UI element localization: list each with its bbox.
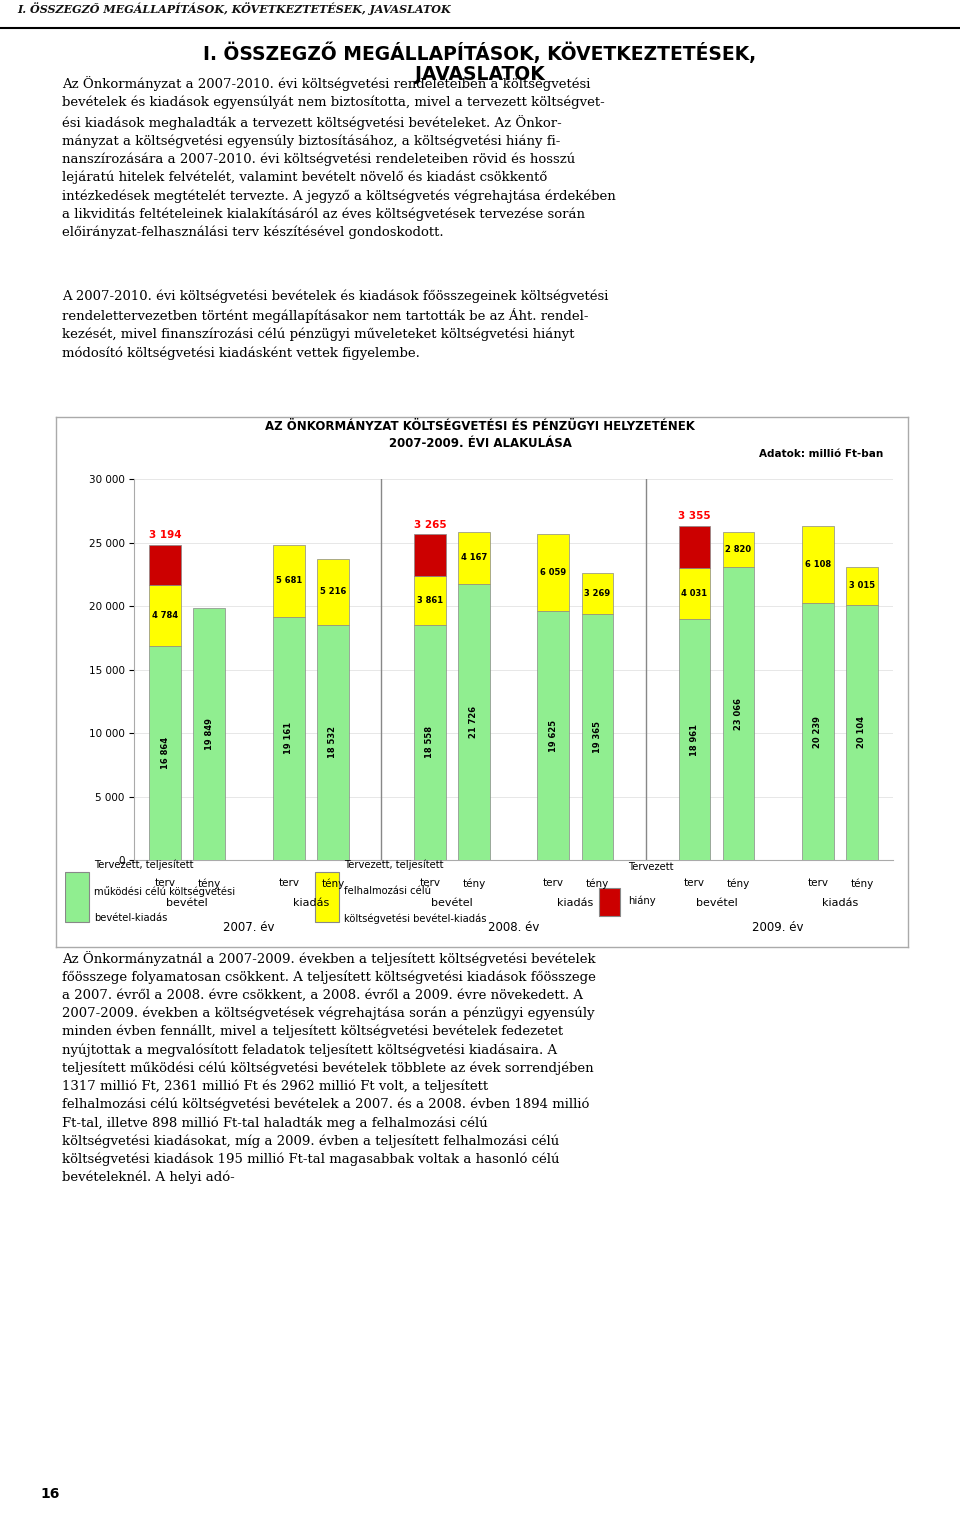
Bar	[679, 568, 710, 619]
Text: 18 532: 18 532	[328, 726, 337, 758]
Text: 2008. év: 2008. év	[488, 921, 540, 935]
Bar	[315, 872, 339, 922]
Bar	[846, 604, 877, 860]
Text: Az Önkormányzat a 2007-2010. évi költségvetési rendeleteiben a költségvetési
bev: Az Önkormányzat a 2007-2010. évi költség…	[62, 76, 616, 239]
Text: terv: terv	[542, 878, 564, 889]
Text: 19 161: 19 161	[284, 723, 293, 755]
Text: 18 961: 18 961	[690, 723, 699, 756]
Text: terv: terv	[155, 878, 176, 889]
Text: 2009. év: 2009. év	[753, 921, 804, 935]
Text: terv: terv	[807, 878, 828, 889]
Text: 18 558: 18 558	[425, 726, 434, 758]
Bar	[194, 609, 226, 860]
Text: 19 849: 19 849	[204, 718, 214, 750]
Bar	[582, 615, 613, 860]
Text: 5 216: 5 216	[320, 587, 346, 597]
Text: 4 031: 4 031	[682, 589, 708, 598]
Text: 3 269: 3 269	[585, 589, 611, 598]
Text: működési célú költségvetési: működési célú költségvetési	[94, 886, 235, 898]
Text: tény: tény	[463, 878, 486, 889]
Bar	[679, 525, 710, 568]
Text: 16: 16	[40, 1487, 60, 1501]
Text: terv: terv	[684, 878, 705, 889]
Text: 2007-2009. ÉVI ALAKULÁSA: 2007-2009. ÉVI ALAKULÁSA	[389, 437, 571, 451]
Text: Tervezett, teljesített: Tervezett, teljesített	[345, 860, 444, 871]
Text: tény: tény	[586, 878, 609, 889]
Bar	[723, 531, 755, 568]
Text: 2 820: 2 820	[726, 545, 752, 554]
Text: 2007. év: 2007. év	[224, 921, 275, 935]
Text: A 2007-2010. évi költségvetési bevételek és kiadások főösszegeinek költségvetési: A 2007-2010. évi költségvetési bevételek…	[62, 289, 609, 359]
Text: 16 864: 16 864	[160, 737, 170, 769]
Text: 3 194: 3 194	[149, 530, 181, 540]
Text: 21 726: 21 726	[469, 706, 478, 738]
Text: 3 355: 3 355	[678, 511, 710, 522]
Bar	[273, 616, 304, 860]
Text: 3 265: 3 265	[414, 519, 446, 530]
Text: 4 167: 4 167	[461, 554, 487, 563]
Bar	[582, 572, 613, 615]
Text: JAVASLATOK: JAVASLATOK	[415, 65, 545, 84]
Text: bevétel: bevétel	[431, 898, 472, 909]
Text: AZ ÖNKORMÁNYZAT KÖLTSÉGVETÉSI ÉS PÉNZÜGYI HELYZETÉNEK: AZ ÖNKORMÁNYZAT KÖLTSÉGVETÉSI ÉS PÉNZÜGY…	[265, 420, 695, 434]
Text: 19 625: 19 625	[549, 720, 558, 752]
Text: tény: tény	[851, 878, 874, 889]
Text: terv: terv	[278, 878, 300, 889]
Bar	[273, 545, 304, 616]
Text: 6 059: 6 059	[540, 568, 566, 577]
Text: 20 104: 20 104	[857, 717, 867, 749]
Bar	[150, 545, 181, 586]
Text: költségvetési bevétel-kiadás: költségvetési bevétel-kiadás	[345, 913, 487, 924]
Bar	[538, 610, 569, 860]
Text: 19 365: 19 365	[593, 721, 602, 753]
Bar	[414, 575, 445, 624]
Bar	[414, 534, 445, 575]
Bar	[65, 872, 88, 922]
Text: 3 015: 3 015	[849, 581, 875, 591]
Bar	[458, 584, 490, 860]
Text: I. ÖSSZEGZŐ MEGÁLLAPÍTÁSOK, KÖVETKEZTETÉSEK, JAVASLATOK: I. ÖSSZEGZŐ MEGÁLLAPÍTÁSOK, KÖVETKEZTETÉ…	[17, 2, 451, 15]
Text: 4 784: 4 784	[153, 612, 179, 619]
Text: 5 681: 5 681	[276, 577, 301, 586]
Text: 20 239: 20 239	[813, 715, 823, 747]
Text: kiadás: kiadás	[822, 898, 858, 909]
Bar	[599, 887, 619, 916]
Text: bevétel: bevétel	[696, 898, 737, 909]
Text: felhalmozási célú: felhalmozási célú	[345, 886, 431, 896]
Text: 6 108: 6 108	[804, 560, 831, 569]
Text: 23 066: 23 066	[734, 697, 743, 729]
Text: bevétel: bevétel	[166, 898, 208, 909]
Bar	[846, 566, 877, 604]
Text: Tervezett: Tervezett	[628, 861, 673, 872]
Bar	[538, 534, 569, 610]
Text: tény: tény	[198, 878, 221, 889]
Text: kiadás: kiadás	[557, 898, 593, 909]
Bar	[802, 603, 833, 860]
Bar	[150, 645, 181, 860]
Text: tény: tény	[727, 878, 750, 889]
Bar	[458, 531, 490, 584]
Text: Adatok: millió Ft-ban: Adatok: millió Ft-ban	[759, 449, 883, 460]
Text: hiány: hiány	[628, 895, 656, 906]
Bar	[802, 525, 833, 603]
Text: kiadás: kiadás	[293, 898, 329, 909]
Text: 3 861: 3 861	[417, 595, 443, 604]
Bar	[317, 626, 348, 860]
Bar	[679, 619, 710, 860]
Text: Tervezett, teljesített: Tervezett, teljesített	[94, 860, 194, 871]
Bar	[150, 586, 181, 645]
Text: terv: terv	[420, 878, 441, 889]
Bar	[723, 568, 755, 860]
Bar	[414, 624, 445, 860]
Text: I. ÖSSZEGZŐ MEGÁLLAPÍTÁSOK, KÖVETKEZTETÉSEK,: I. ÖSSZEGZŐ MEGÁLLAPÍTÁSOK, KÖVETKEZTETÉ…	[204, 43, 756, 64]
Text: Az Önkormányzatnál a 2007-2009. években a teljesített költségvetési bevételek
fő: Az Önkormányzatnál a 2007-2009. években …	[62, 951, 596, 1184]
Text: tény: tény	[322, 878, 345, 889]
Bar	[317, 559, 348, 626]
Text: bevétel-kiadás: bevétel-kiadás	[94, 913, 168, 924]
